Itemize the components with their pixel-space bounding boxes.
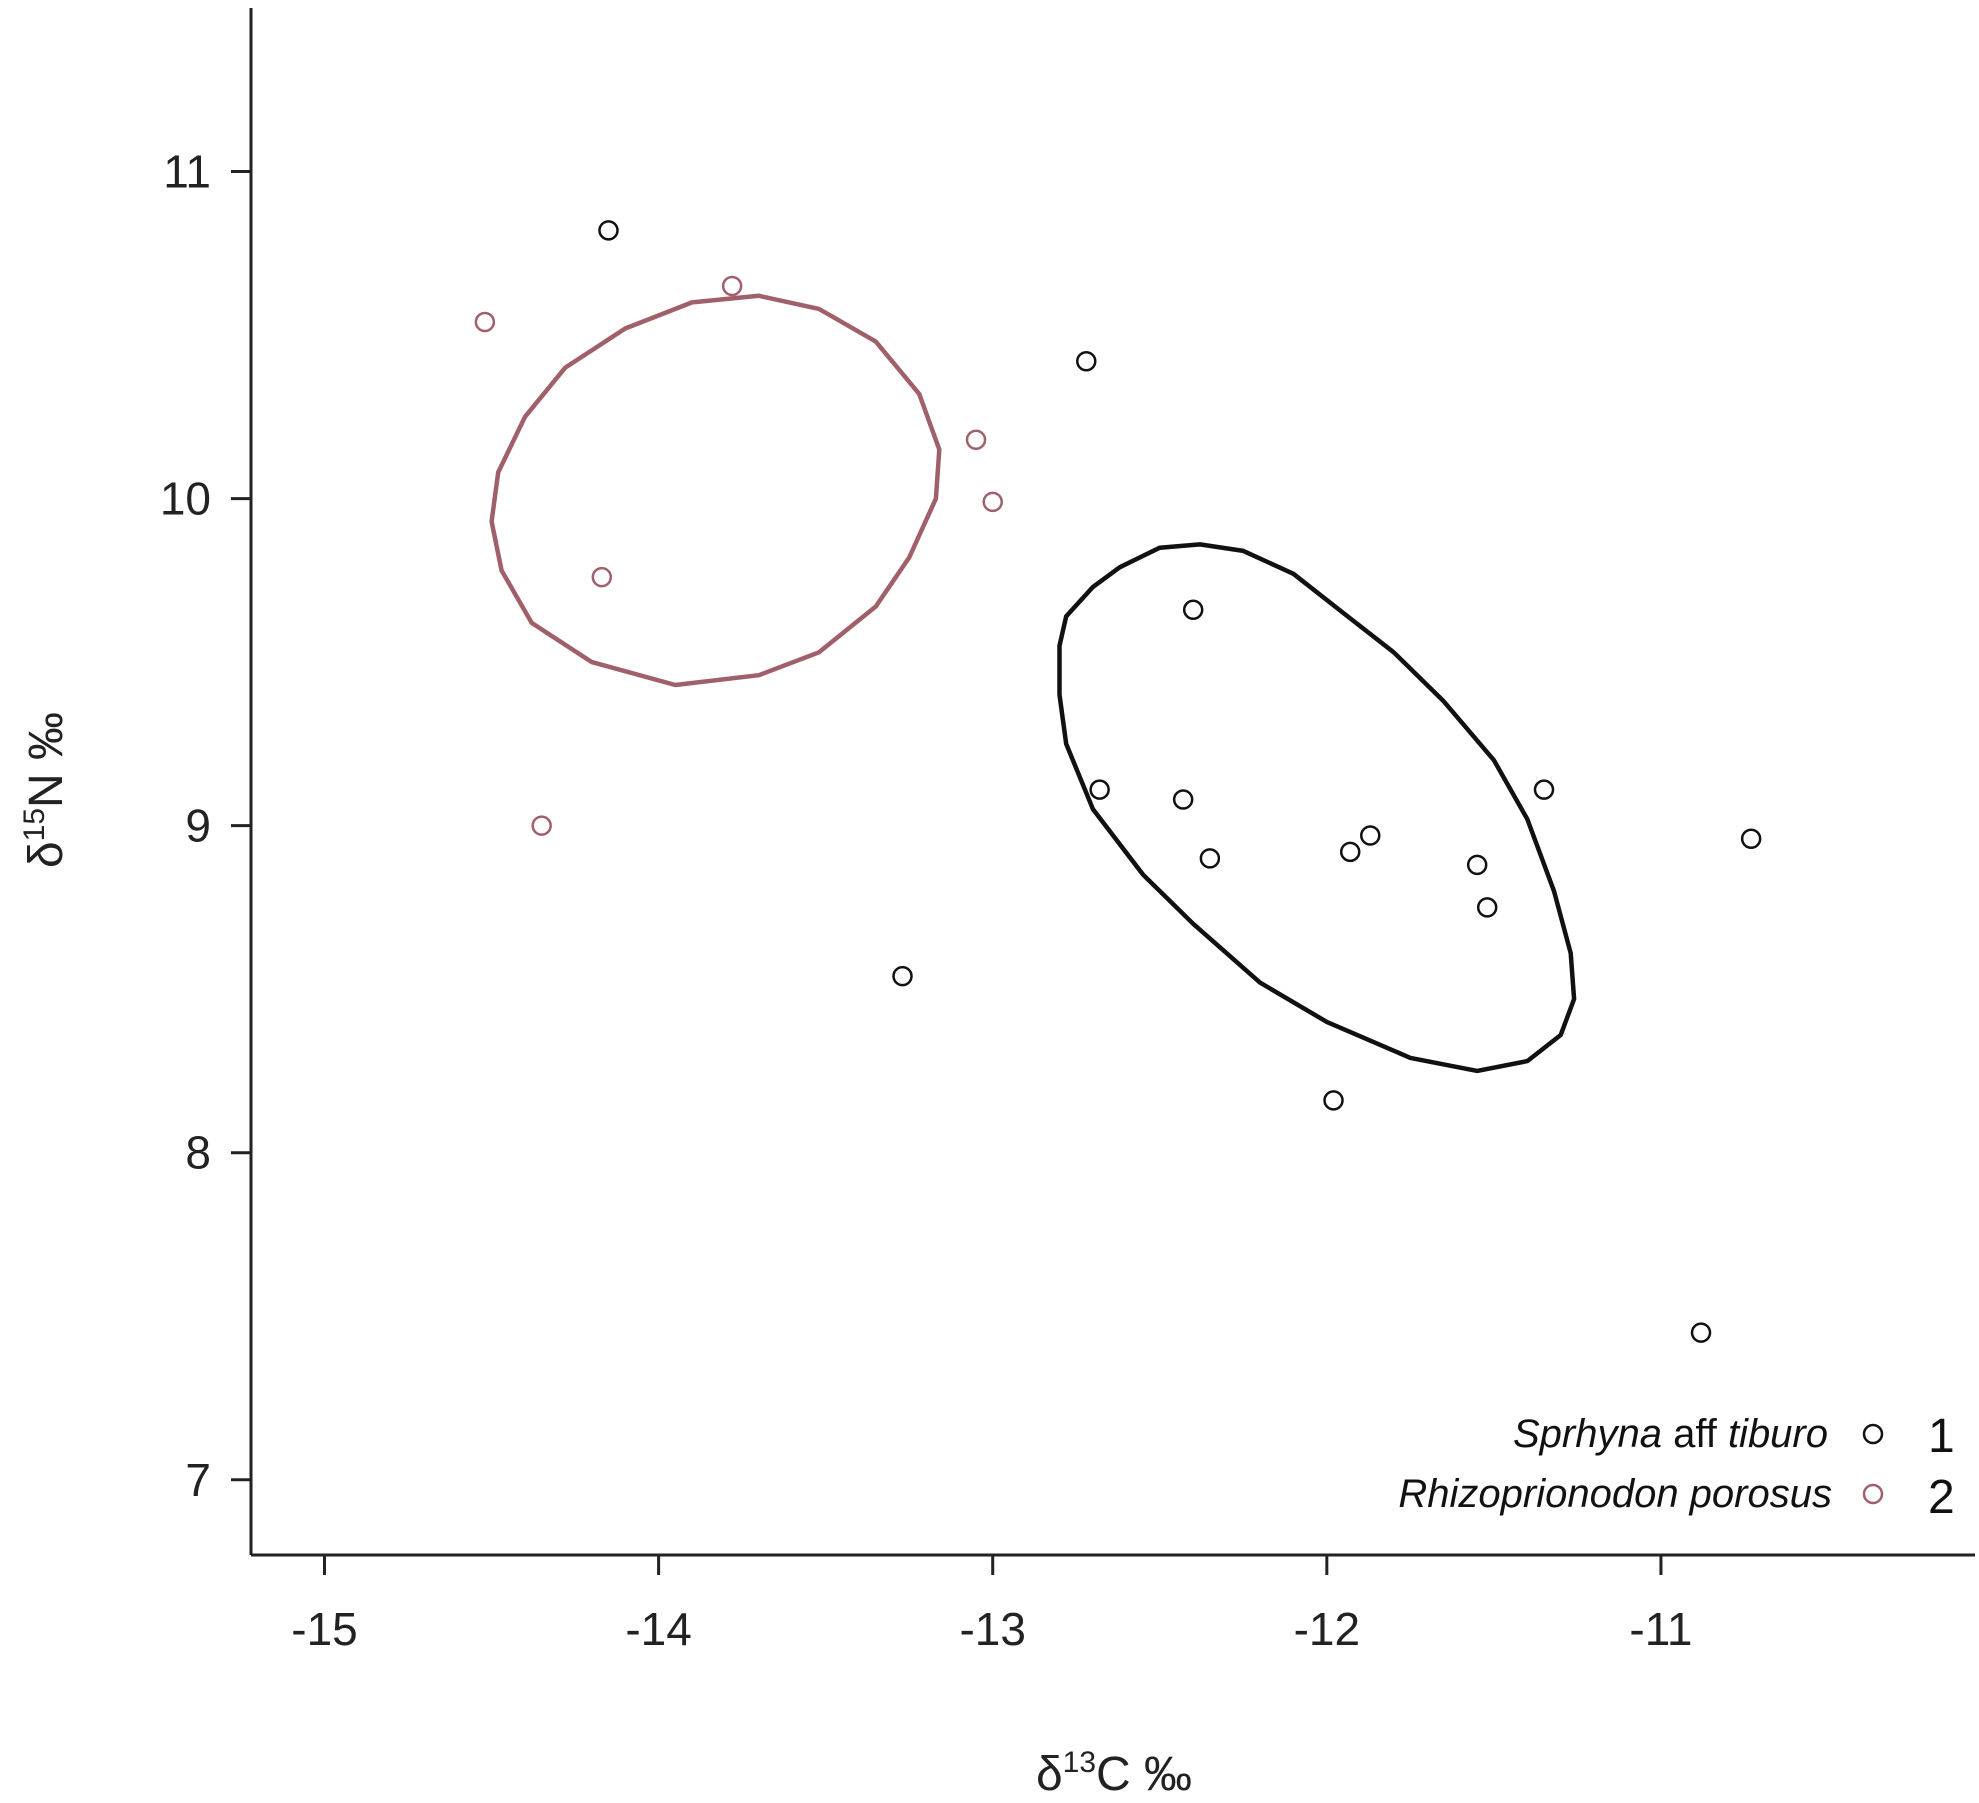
point-s1-1 <box>1076 350 1097 372</box>
x-tick-label-2: -13 <box>959 1603 1025 1655</box>
legend-label-1: Sprhyna aff tiburo <box>1513 1412 1828 1456</box>
legend-entry-1: Sprhyna aff tiburo 1 <box>1513 1410 1955 1463</box>
legend-number-1: 1 <box>1928 1410 1955 1463</box>
x-ticks: -15 -14 -13 -12 -11 <box>291 1555 1692 1655</box>
point-s1-4 <box>1172 789 1194 810</box>
y-tick-label-3: 10 <box>160 473 211 525</box>
points <box>474 220 1762 1343</box>
point-s1-2 <box>1182 599 1204 621</box>
point-s1-9 <box>1476 897 1498 918</box>
point-s1-8 <box>1466 854 1488 876</box>
legend-marker-2 <box>1862 1483 1884 1505</box>
x-tick-label-3: -12 <box>1294 1603 1360 1655</box>
y-ticks: 7 8 9 10 11 <box>160 146 251 1506</box>
legend-number-2: 2 <box>1928 1471 1955 1524</box>
x-tick-label-0: -15 <box>291 1603 357 1655</box>
point-s1-11 <box>1740 828 1762 849</box>
point-s1-7 <box>1360 825 1381 846</box>
point-s1-0 <box>598 220 619 241</box>
ellipse-series-2 <box>489 293 942 688</box>
point-s1-12 <box>892 965 913 987</box>
y-tick-label-0: 7 <box>185 1454 211 1506</box>
x-axis-title: δ13C ‰ <box>1036 1746 1192 1801</box>
y-axis-title: δ15N ‰ <box>18 712 73 868</box>
legend-marker-1 <box>1862 1423 1884 1445</box>
point-s2-3 <box>982 491 1003 513</box>
point-s2-1 <box>474 311 496 333</box>
x-tick-label-1: -14 <box>625 1603 691 1655</box>
point-s2-4 <box>591 566 613 588</box>
legend-label-2: Rhizoprionodon porosus <box>1398 1472 1832 1516</box>
legend-entry-2: Rhizoprionodon porosus 2 <box>1398 1471 1954 1524</box>
point-s2-0 <box>721 275 743 297</box>
point-s1-14 <box>1690 1322 1712 1343</box>
point-s1-6 <box>1339 841 1361 863</box>
point-s2-2 <box>965 429 987 450</box>
y-tick-label-4: 11 <box>163 146 211 198</box>
x-tick-label-4: -11 <box>1629 1603 1692 1655</box>
point-s1-5 <box>1199 848 1221 869</box>
point-s2-5 <box>531 815 552 836</box>
ellipses <box>489 293 1577 1074</box>
point-s1-13 <box>1323 1090 1344 1111</box>
point-s1-3 <box>1089 779 1110 800</box>
ellipse-series-1 <box>1057 542 1577 1074</box>
legend: Sprhyna aff tiburo 1 Rhizoprionodon poro… <box>1398 1410 1954 1524</box>
y-tick-label-1: 8 <box>185 1127 211 1179</box>
point-s1-10 <box>1533 779 1555 800</box>
axes <box>249 8 1975 1557</box>
y-tick-label-2: 9 <box>185 800 211 852</box>
